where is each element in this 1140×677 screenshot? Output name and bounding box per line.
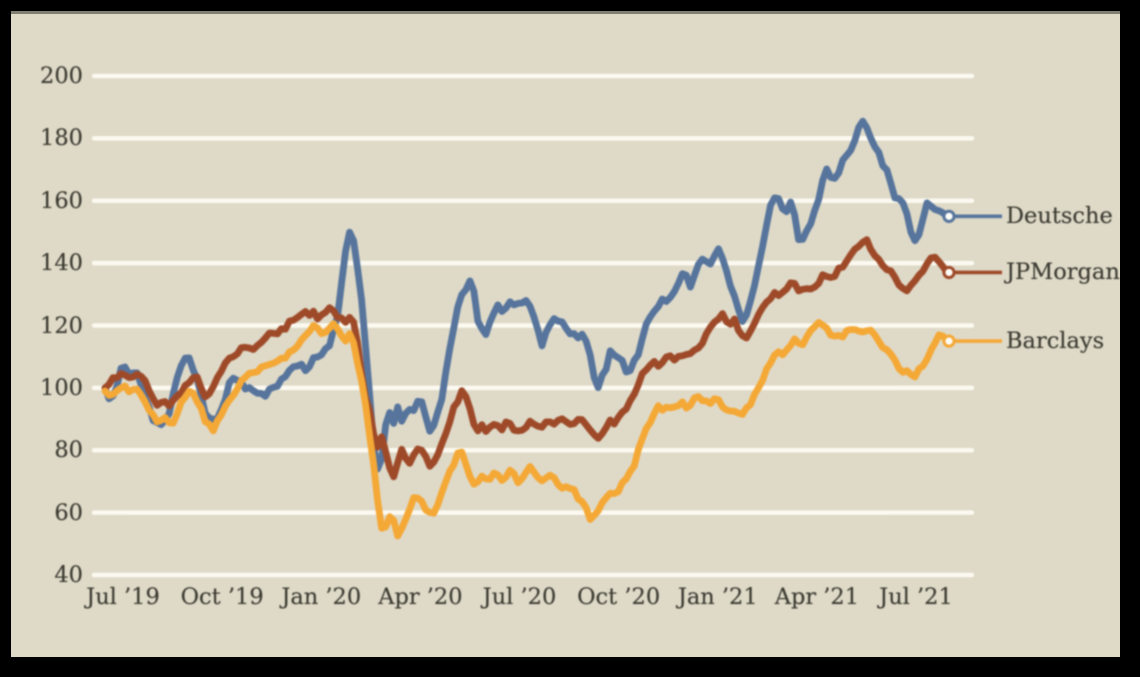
x-tick-label-Jul-19: Jul ’19 <box>86 584 160 610</box>
x-tick-label-Jul-21: Jul ’21 <box>879 584 953 610</box>
y-tick-label-140: 140 <box>40 250 83 277</box>
x-tick-label-Oct-20: Oct ’20 <box>577 584 661 610</box>
chart-svg <box>91 73 1002 578</box>
end-marker-jpmorgan <box>942 265 956 280</box>
series-line-deutsche <box>101 117 951 473</box>
x-tick-label-Jan-20: Jan ’20 <box>281 584 362 610</box>
series-label-barclays: Barclays <box>1006 328 1105 355</box>
x-tick-label-Apr-20: Apr ’20 <box>378 584 463 610</box>
series-label-deutsche: Deutsche <box>1006 203 1113 230</box>
x-tick-label-Oct-19: Oct ’19 <box>180 584 264 610</box>
end-marker-barclays <box>942 334 956 348</box>
panel-top-edge <box>11 11 1120 14</box>
x-tick-label-Apr-21: Apr ’21 <box>774 584 860 610</box>
series-line-barclays <box>101 318 951 540</box>
y-tick-label-60: 60 <box>54 499 83 526</box>
y-tick-label-180: 180 <box>40 125 83 152</box>
y-tick-label-200: 200 <box>40 63 83 89</box>
series-line-jpmorgan <box>101 236 951 481</box>
chart-panel: 40 60 80 100 120 140 160 180 200 Jul ’19 Oct ’19 J… <box>11 11 1120 657</box>
y-tick-label-80: 80 <box>54 437 83 464</box>
end-marker-deutsche <box>942 209 956 223</box>
chart-area: 40 60 80 100 120 140 160 180 200 Jul ’19 Oct ’19 J… <box>11 11 1120 657</box>
x-tick-label-Jul-20: Jul ’20 <box>482 584 557 610</box>
series-label-jpmorgan: JPMorgan <box>1006 259 1120 286</box>
y-tick-label-100: 100 <box>40 374 83 401</box>
y-tick-label-120: 120 <box>40 312 83 339</box>
x-tick-label-Jan-21: Jan ’21 <box>677 584 758 610</box>
y-tick-label-160: 160 <box>40 187 83 214</box>
y-tick-label-40: 40 <box>54 562 83 588</box>
